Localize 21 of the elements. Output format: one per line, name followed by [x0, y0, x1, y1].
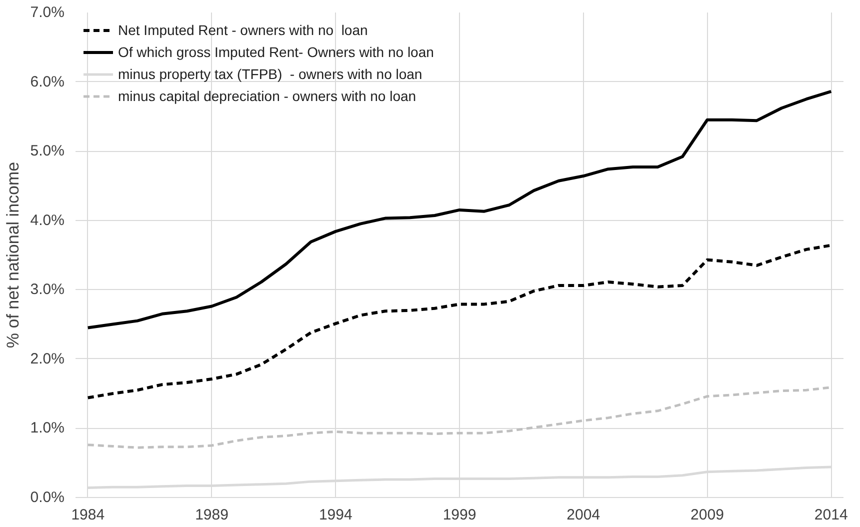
legend-label: minus capital depreciation - owners with no loan [118, 87, 416, 106]
y-tick-label: 5.0% [30, 142, 65, 160]
legend-label: Net Imputed Rent - owners with no loan [118, 21, 368, 40]
legend-label: Of which gross Imputed Rent- Owners with no loan [118, 43, 434, 62]
y-axis-title: % of net national income [3, 162, 22, 348]
y-tick-label: 7.0% [30, 4, 65, 21]
y-tick-label: 3.0% [30, 281, 65, 298]
y-tick-label: 6.0% [30, 73, 65, 90]
x-tick-label: 1989 [195, 506, 228, 524]
legend-label: minus property tax (TFPB) - owners with no loan [118, 65, 422, 84]
x-tick-label: 2014 [814, 506, 848, 524]
x-tick-label: 1984 [71, 506, 105, 524]
x-tick-label: 1999 [442, 506, 476, 524]
y-tick-label: 1.0% [30, 420, 65, 437]
y-tick-label: 0.0% [30, 489, 65, 506]
y-tick-label: 4.0% [30, 212, 65, 229]
x-tick-label: 2004 [566, 506, 600, 524]
y-tick-label: 2.0% [30, 350, 65, 368]
line-series [86, 90, 833, 330]
x-tick-label: 2009 [690, 506, 724, 524]
x-tick-label: 1994 [318, 506, 352, 524]
